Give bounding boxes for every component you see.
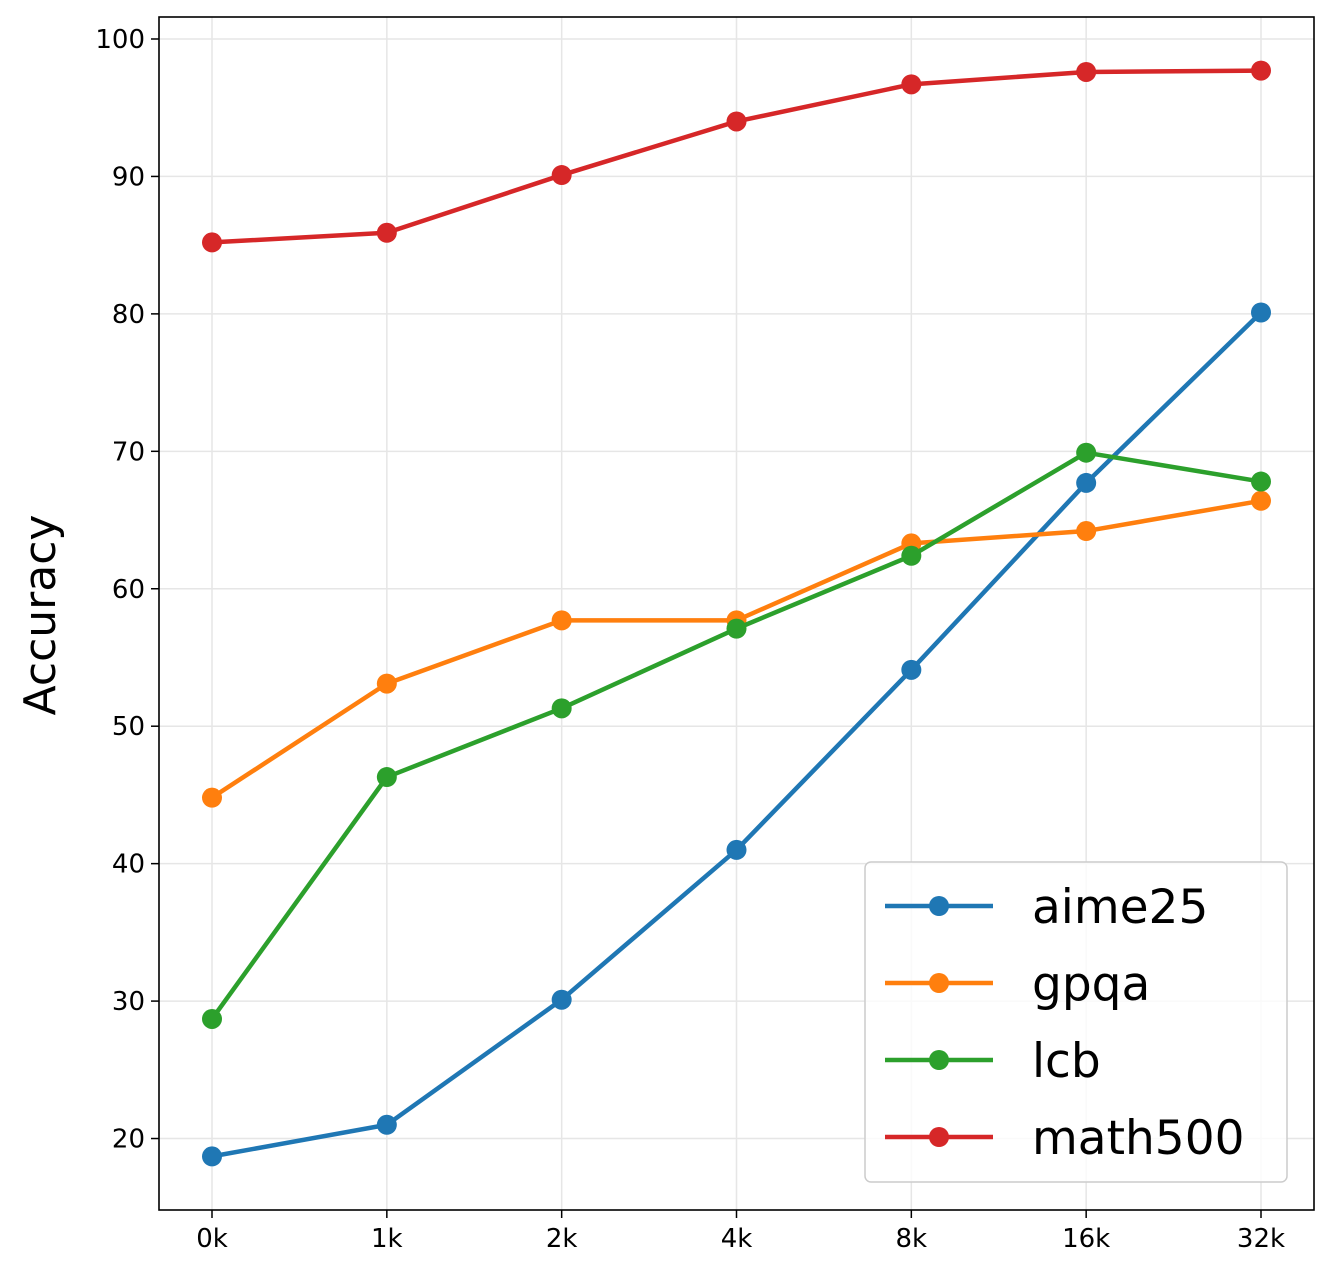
data-point	[1251, 490, 1271, 511]
data-point	[202, 232, 222, 253]
data-point	[1076, 521, 1097, 542]
data-point	[726, 618, 747, 639]
x-tick-label: 8k	[896, 1224, 928, 1254]
data-point	[376, 1114, 397, 1135]
x-tick-label: 1k	[371, 1224, 403, 1254]
y-tick-label: 70	[112, 437, 145, 467]
legend: aime25 gpqa lcb math500	[864, 861, 1288, 1183]
x-tick-label: 16k	[1062, 1224, 1110, 1254]
data-point	[1251, 60, 1271, 81]
y-tick-label: 90	[112, 162, 145, 192]
x-tick-label: 4k	[721, 1224, 753, 1254]
data-point	[551, 610, 572, 631]
data-point	[202, 787, 222, 808]
data-point	[901, 659, 922, 680]
data-point	[1076, 472, 1097, 493]
data-point	[551, 165, 572, 186]
data-point	[1076, 61, 1097, 82]
y-tick-label: 100	[95, 25, 145, 55]
data-point	[202, 1008, 222, 1029]
data-point	[1251, 302, 1271, 323]
data-point	[376, 222, 397, 243]
y-tick-label: 60	[112, 575, 145, 605]
x-tick-label: 0k	[196, 1224, 228, 1254]
y-tick-label: 20	[112, 1125, 145, 1155]
data-point	[1076, 442, 1097, 463]
legend-label: lcb	[1032, 1034, 1101, 1089]
data-point	[551, 989, 572, 1010]
x-tick-label: 2k	[546, 1224, 578, 1254]
legend-label: math500	[1032, 1111, 1245, 1166]
y-tick-label: 80	[112, 300, 145, 330]
series-group	[202, 60, 1271, 1167]
y-tick-label: 50	[112, 712, 145, 742]
legend-label: aime25	[1032, 880, 1208, 935]
y-tick-label: 30	[112, 987, 145, 1017]
data-point	[1251, 471, 1271, 492]
y-axis-label: Accuracy	[15, 515, 66, 716]
legend-marker	[929, 1050, 949, 1070]
legend-marker	[929, 1127, 949, 1147]
ticks: 20 30 40 50 60 70 80 90 100 0k 1k 2k 4k 8k 16k 32k	[95, 25, 1285, 1254]
legend-marker	[929, 973, 949, 993]
series-math500	[202, 60, 1271, 253]
legend-label: gpqa	[1032, 957, 1150, 1012]
series-aime25	[202, 302, 1271, 1167]
data-point	[202, 1146, 222, 1167]
data-point	[726, 111, 747, 132]
data-point	[901, 545, 922, 566]
x-tick-label: 32k	[1237, 1224, 1285, 1254]
data-point	[551, 698, 572, 719]
data-point	[901, 74, 922, 95]
series-lcb	[202, 442, 1271, 1029]
data-point	[376, 673, 397, 694]
y-tick-label: 40	[112, 850, 145, 880]
data-point	[726, 839, 747, 860]
legend-frame	[864, 861, 1288, 1183]
legend-marker	[929, 896, 949, 916]
data-point	[376, 767, 397, 788]
